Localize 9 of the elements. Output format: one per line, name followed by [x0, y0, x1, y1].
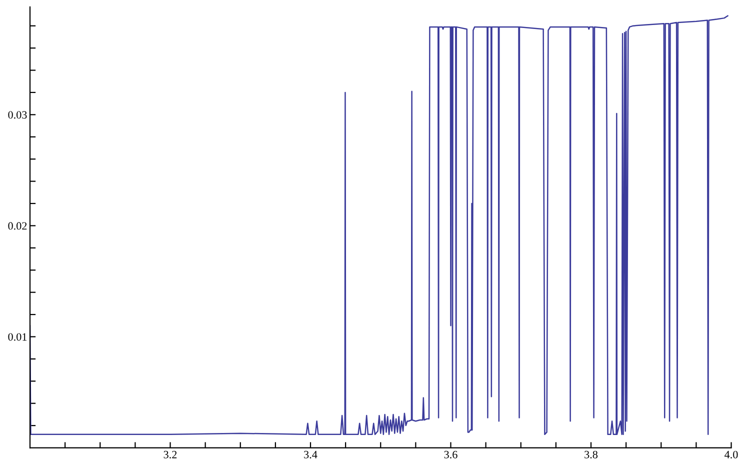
line-series: [30, 15, 728, 436]
x-tick-label: 3.2: [164, 450, 177, 458]
x-tick-label: 3.4: [304, 450, 318, 458]
y-tick-label: 0.02: [8, 222, 27, 230]
y-tick-label: 0.01: [8, 333, 27, 341]
y-tick-label: 0.03: [8, 111, 27, 119]
x-tick-label: 3.6: [444, 450, 458, 458]
x-tick-label: 4.0: [724, 450, 738, 458]
x-tick-label: 3.8: [584, 450, 598, 458]
